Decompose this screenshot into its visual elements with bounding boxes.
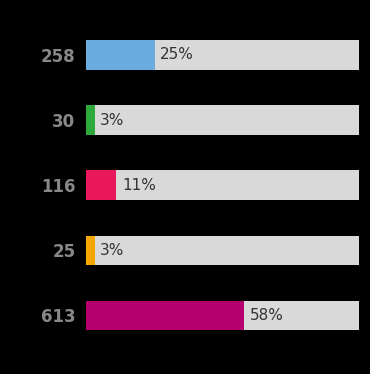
Text: 58%: 58% [250, 308, 284, 323]
Bar [87, 171, 359, 200]
Text: 25%: 25% [160, 47, 194, 62]
Text: 11%: 11% [122, 178, 156, 193]
Bar [87, 105, 359, 135]
Bar [87, 236, 359, 265]
Bar [87, 40, 155, 70]
Bar [87, 40, 359, 70]
Bar [87, 301, 359, 330]
Bar [87, 105, 95, 135]
Bar [87, 171, 117, 200]
Bar [87, 301, 245, 330]
Text: 3%: 3% [100, 113, 124, 128]
Text: 3%: 3% [100, 243, 124, 258]
Bar [87, 236, 95, 265]
